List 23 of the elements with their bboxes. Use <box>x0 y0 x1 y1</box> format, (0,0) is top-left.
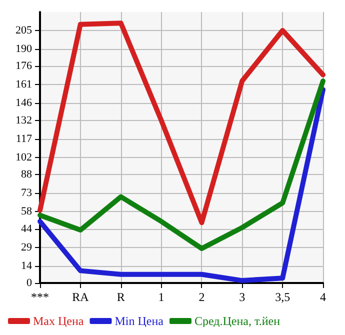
x-tick-label: *** <box>31 290 49 304</box>
y-tick-label: 58 <box>21 206 32 218</box>
y-tick-label: 117 <box>16 132 32 145</box>
y-tick-label: 190 <box>16 42 32 55</box>
y-tick-label: 146 <box>16 97 32 110</box>
y-tick-label: 102 <box>16 151 32 164</box>
y-tick-label: 29 <box>21 241 32 254</box>
x-tick-label: 1 <box>158 290 164 304</box>
x-tick-label: RA <box>72 290 90 304</box>
y-tick-label: 73 <box>21 187 32 200</box>
x-tick-label: 4 <box>320 290 326 304</box>
x-tick-label: 3 <box>239 290 246 304</box>
x-tick-label: R <box>116 290 125 304</box>
y-tick-label: 176 <box>16 60 32 72</box>
y-tick-label: 0 <box>26 277 32 289</box>
x-tick-label: 2 <box>198 290 205 304</box>
y-tick-label: 14 <box>21 260 32 272</box>
y-tick-label: 161 <box>16 78 32 91</box>
y-tick-label: 88 <box>21 168 32 181</box>
y-tick-label: 44 <box>21 222 32 235</box>
y-tick-label: 205 <box>16 24 32 36</box>
y-tick-label: 132 <box>16 114 32 126</box>
x-tick-label: 3,5 <box>275 290 290 304</box>
